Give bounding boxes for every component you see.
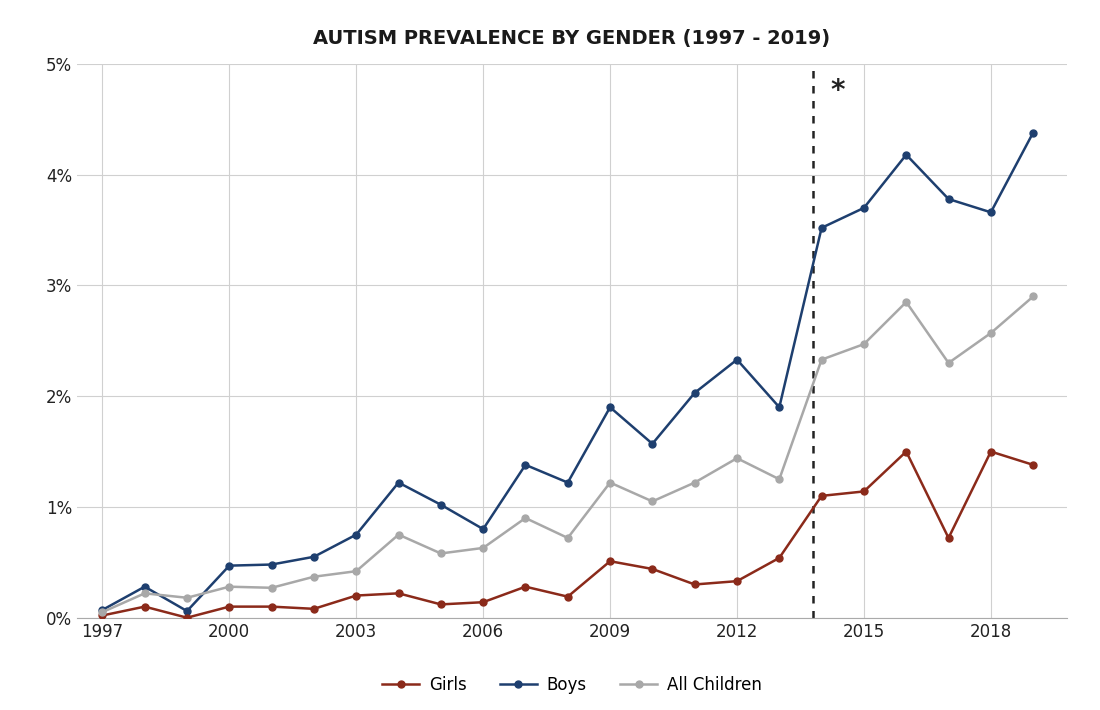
Legend: Girls, Boys, All Children: Girls, Boys, All Children bbox=[383, 676, 761, 694]
Text: *: * bbox=[830, 77, 845, 105]
Title: AUTISM PREVALENCE BY GENDER (1997 - 2019): AUTISM PREVALENCE BY GENDER (1997 - 2019… bbox=[314, 29, 830, 48]
